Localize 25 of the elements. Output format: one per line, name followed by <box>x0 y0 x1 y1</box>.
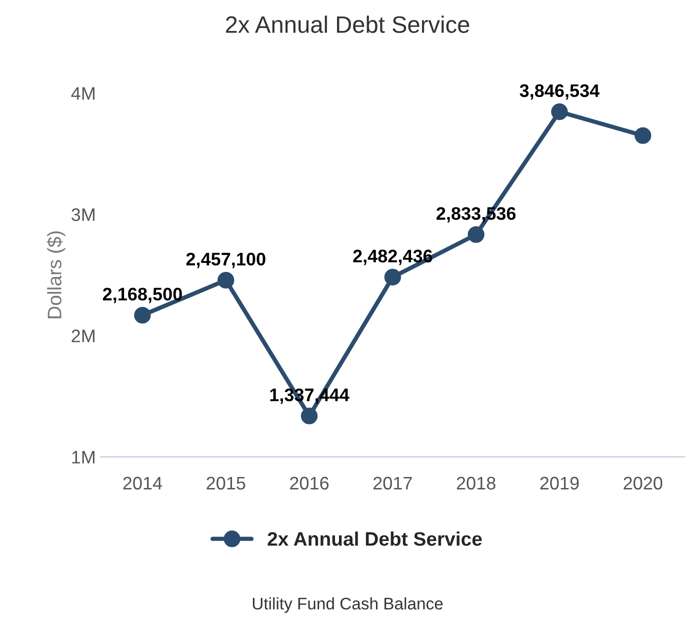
y-axis-title: Dollars ($) <box>46 231 66 318</box>
data-label: 2,457,100 <box>186 252 266 268</box>
point <box>300 408 318 424</box>
x-tick-label: 2015 <box>206 476 246 490</box>
x-tick-label: 2018 <box>456 476 496 490</box>
point <box>134 306 151 324</box>
point <box>634 127 652 144</box>
data-label: 3,846,534 <box>520 84 600 100</box>
point <box>218 272 234 289</box>
x-tick-label: 2020 <box>624 476 662 490</box>
y-tick-label: 2M <box>72 330 94 342</box>
y-tick-label: 1M <box>72 450 94 464</box>
legend-label: 2x Annual Debt Service <box>268 532 482 546</box>
text: Utility Fund Cash Balance <box>252 597 443 613</box>
x-tick-label: 2017 <box>374 476 412 490</box>
data-label: 2,168,500 <box>102 288 182 304</box>
point <box>384 268 402 286</box>
chart-title: 2x Annual Debt Service <box>226 16 470 33</box>
point <box>551 103 568 120</box>
point <box>468 226 484 243</box>
x-tick-label: 2014 <box>123 476 162 490</box>
y-tick-label: 4M <box>71 87 94 100</box>
x-tick-label: 2016 <box>290 476 329 490</box>
y-tick-label: 3M <box>72 208 94 222</box>
x-tick-label: 2019 <box>540 476 579 490</box>
